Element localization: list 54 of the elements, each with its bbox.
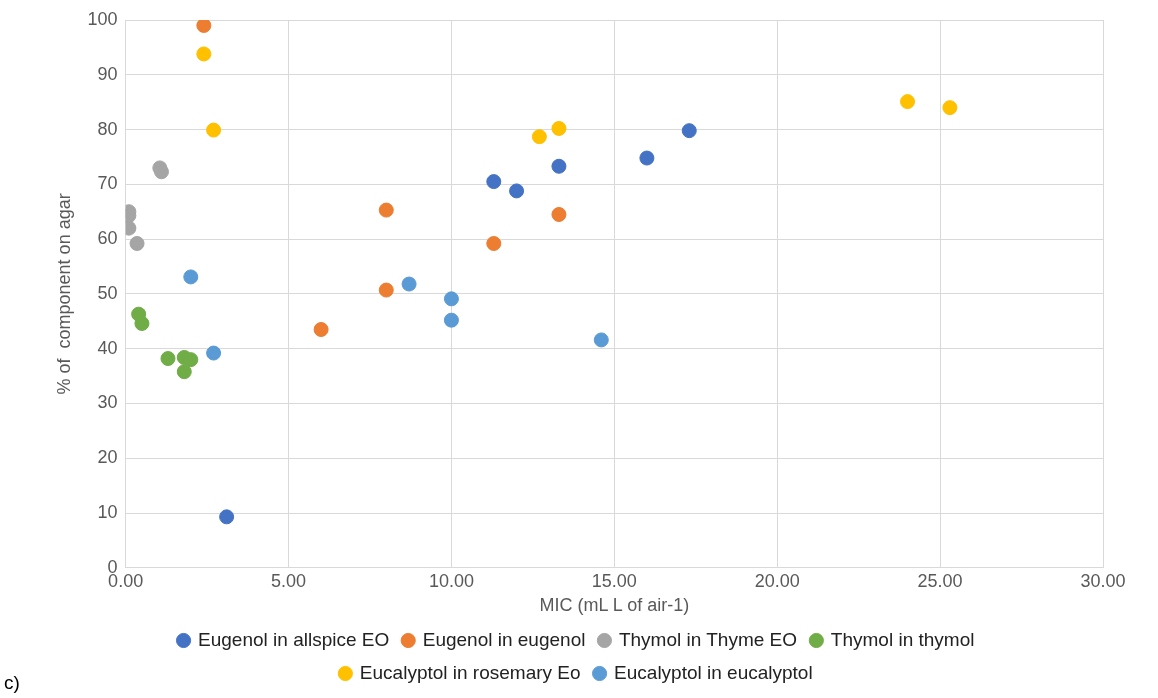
point [551,158,567,174]
point [401,276,417,292]
point [486,174,502,190]
point [551,206,567,222]
y-tick-label: 20 [97,447,118,468]
x-tick-label: 20.00 [754,570,800,591]
point [486,236,502,251]
y-tick-label: 80 [97,118,118,139]
point [134,315,150,331]
point [378,202,394,218]
point [900,94,916,110]
y-tick-label: 90 [97,63,118,84]
y-tick-label: 70 [97,173,118,194]
y-tick-label: 60 [97,228,118,249]
point [196,46,212,62]
x-tick-label: 15.00 [591,570,637,591]
legend-label: Eugenol in allspice EO [198,628,390,650]
point [531,129,547,145]
point [639,150,655,166]
point [551,120,567,136]
point [196,20,212,33]
point [443,312,459,328]
legend-label: Eucalyptol in rosemary Eo [359,661,581,683]
y-tick-label: 40 [97,337,118,358]
x-tick-label: 5.00 [271,570,307,591]
point [942,100,958,116]
text: c) [4,672,20,694]
x-axis-title: MIC (mL L of air-1) [539,595,690,616]
point [219,509,235,525]
y-tick-label: 10 [97,501,118,522]
point [313,322,329,338]
y-tick-label: 30 [97,392,118,413]
point [593,332,609,348]
x-tick-label: 10.00 [428,570,474,591]
point [681,123,697,139]
y-tick-label: 100 [87,8,118,29]
legend-label: Eucalyptol in eucalyptol [614,661,813,683]
point [206,345,222,361]
y-axis-title: % of component on agar [53,193,74,395]
point [378,282,394,298]
point [176,364,192,380]
point [160,351,176,367]
point [206,122,222,138]
point [509,183,525,199]
legend-label: Eugenol in eugenol [422,628,586,650]
point [129,236,145,251]
point [443,291,459,307]
legend-label: Thymol in Thyme EO [618,628,798,650]
point [183,352,199,368]
x-tick-label: 30.00 [1080,570,1126,591]
legend-label: Thymol in thymol [830,628,975,650]
point [183,269,199,285]
y-tick-label: 50 [97,282,118,303]
x-tick-label: 25.00 [917,570,963,591]
